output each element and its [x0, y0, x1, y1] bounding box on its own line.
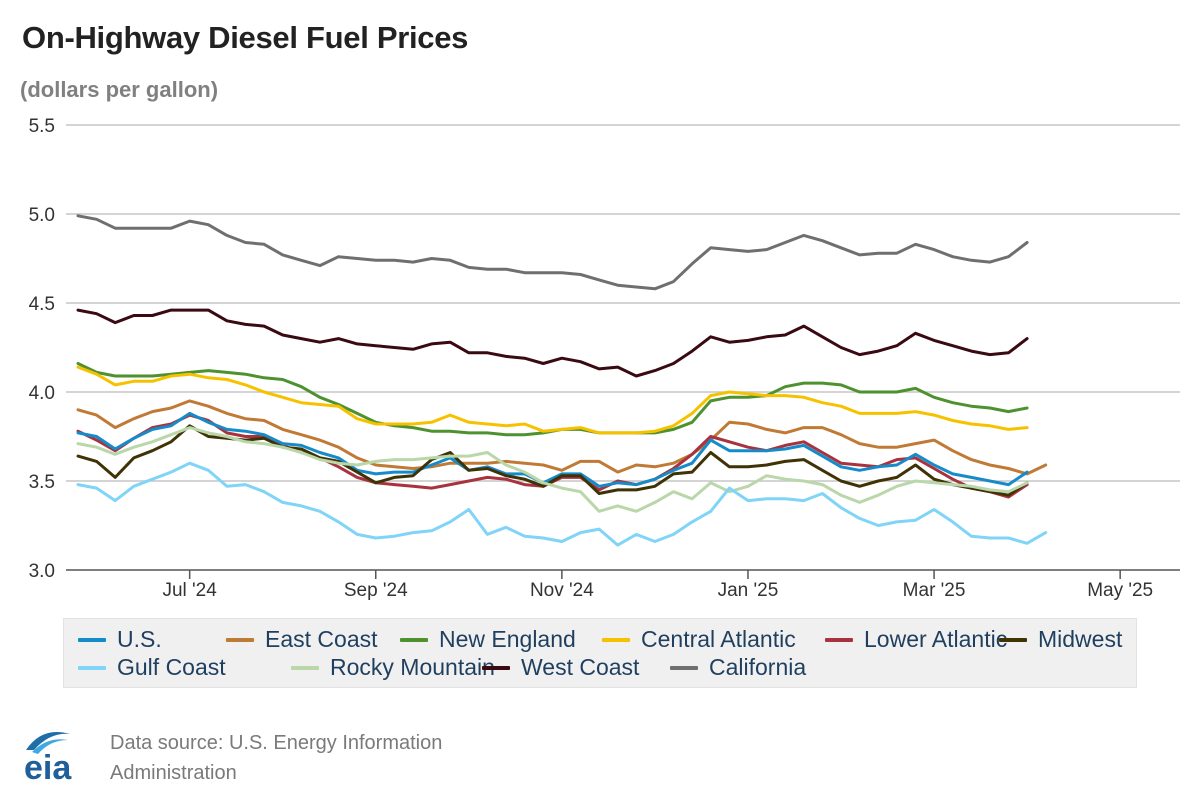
legend-item[interactable]: New England [400, 626, 576, 653]
legend-item[interactable]: Midwest [999, 626, 1122, 653]
legend-item[interactable]: Central Atlantic [602, 626, 796, 653]
logo-swoosh-light [32, 739, 68, 754]
legend-swatch [78, 637, 106, 642]
x-tick-label: Sep '24 [344, 580, 408, 601]
logo-text: eia [24, 749, 72, 784]
source-line-2: Administration [110, 762, 237, 784]
legend-swatch [670, 665, 698, 670]
x-tick-label: Jul '24 [162, 580, 217, 601]
series-line-rocky-mountain [76, 426, 1029, 513]
x-axis-ticks: Jul '24 Sep '24 Nov '24 Jan '25 Mar '25 May '… [162, 570, 1153, 601]
source-line-1: Data source: U.S. Energy Information [110, 732, 443, 754]
legend-swatch [999, 637, 1027, 642]
legend-label: Midwest [1038, 626, 1123, 652]
legend-label: New England [439, 626, 576, 652]
y-axis-ticks: 3.0 3.5 4.0 4.5 5.0 5.5 [29, 116, 55, 582]
legend-item[interactable]: U.S. [78, 626, 162, 653]
y-tick-label: 5.0 [29, 205, 55, 226]
legend-swatch [825, 637, 853, 642]
x-tick-label: Jan '25 [718, 580, 779, 601]
legend-item[interactable]: Rocky Mountain [291, 654, 495, 681]
legend-item[interactable]: California [670, 654, 806, 681]
x-tick-label: May '25 [1087, 580, 1153, 601]
legend-swatch [602, 637, 630, 642]
legend-swatch [482, 665, 510, 670]
eia-logo: eia [20, 728, 90, 787]
series-line-gulf-coast [76, 461, 1048, 547]
y-tick-label: 5.5 [29, 116, 55, 137]
y-tick-label: 3.5 [29, 472, 55, 493]
y-tick-label: 4.0 [29, 383, 55, 404]
legend-item[interactable]: Lower Atlantic [825, 626, 1007, 653]
y-tick-label: 3.0 [29, 561, 55, 582]
series-line-new-england [76, 362, 1029, 437]
legend-swatch [291, 665, 319, 670]
legend-item[interactable]: West Coast [482, 654, 639, 681]
series-line-central-atlantic [76, 365, 1029, 435]
y-tick-label: 4.5 [29, 294, 55, 315]
legend-label: U.S. [117, 626, 162, 652]
logo-swoosh-dark [26, 732, 70, 750]
legend-label: Gulf Coast [117, 654, 226, 680]
data-source-note: Data source: U.S. Energy Information Adm… [110, 728, 530, 788]
legend-label: California [709, 654, 807, 680]
x-tick-label: Mar '25 [903, 580, 966, 601]
series-line-east-coast [76, 399, 1048, 476]
series-line-u-s [76, 411, 1029, 488]
chart-title: On-Highway Diesel Fuel Prices [22, 20, 469, 55]
legend-item[interactable]: Gulf Coast [78, 654, 226, 681]
legend-label: West Coast [521, 654, 640, 680]
legend-swatch [78, 665, 106, 670]
chart-legend: U.S. East Coast New England Central Atlanti… [63, 618, 1137, 688]
chart-subtitle: (dollars per gallon) [20, 77, 219, 102]
legend-label: Lower Atlantic [864, 626, 1008, 652]
grid-lines [66, 124, 1180, 571]
legend-swatch [400, 637, 428, 642]
legend-label: Central Atlantic [641, 626, 796, 652]
series-lines [76, 214, 1048, 547]
legend-item[interactable]: East Coast [226, 626, 378, 653]
legend-label: East Coast [265, 626, 378, 652]
legend-swatch [226, 637, 254, 642]
x-tick-label: Nov '24 [530, 580, 594, 601]
series-line-west-coast [76, 308, 1029, 378]
legend-label: Rocky Mountain [330, 654, 495, 680]
series-line-california [76, 214, 1029, 291]
